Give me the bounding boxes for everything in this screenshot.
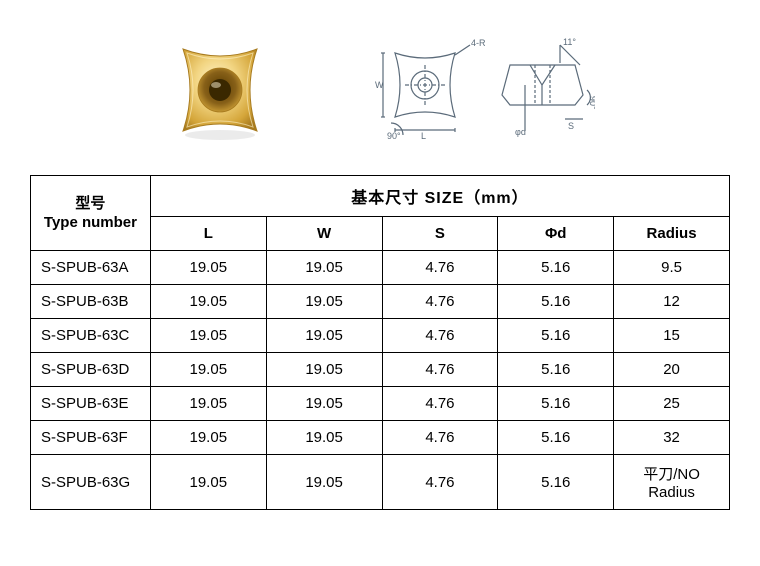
cell-d: 5.16	[498, 353, 614, 387]
cell-W: 19.05	[266, 353, 382, 387]
col-L: L	[150, 217, 266, 251]
drawing-icon: W L 90° 4-R 11° S φd 90°	[365, 35, 595, 145]
cell-R: 12	[614, 285, 730, 319]
cell-W: 19.05	[266, 285, 382, 319]
type-en: Type number	[35, 213, 146, 233]
cell-L: 19.05	[150, 285, 266, 319]
label-90-left: 90°	[387, 131, 401, 141]
table-row: S-SPUB-63G19.0519.054.765.16平刀/NO Radius	[31, 455, 730, 510]
table-row: S-SPUB-63A19.0519.054.765.169.5	[31, 251, 730, 285]
cell-L: 19.05	[150, 455, 266, 510]
cell-d: 5.16	[498, 455, 614, 510]
cell-W: 19.05	[266, 421, 382, 455]
col-R: Radius	[614, 217, 730, 251]
table-row: S-SPUB-63F19.0519.054.765.1632	[31, 421, 730, 455]
cell-L: 19.05	[150, 387, 266, 421]
table-row: S-SPUB-63B19.0519.054.765.1612	[31, 285, 730, 319]
cell-S: 4.76	[382, 421, 498, 455]
label-W: W	[375, 80, 384, 90]
cell-type: S-SPUB-63D	[31, 353, 151, 387]
cell-type: S-SPUB-63B	[31, 285, 151, 319]
cell-type: S-SPUB-63A	[31, 251, 151, 285]
cell-W: 19.05	[266, 251, 382, 285]
col-type-header: 型号 Type number	[31, 176, 151, 251]
cell-S: 4.76	[382, 387, 498, 421]
cell-R: 平刀/NO Radius	[614, 455, 730, 510]
images-row: W L 90° 4-R 11° S φd 90°	[0, 0, 760, 175]
table-row: S-SPUB-63E19.0519.054.765.1625	[31, 387, 730, 421]
insert-icon	[165, 35, 275, 145]
label-S: S	[568, 121, 574, 131]
cell-R: 15	[614, 319, 730, 353]
cell-S: 4.76	[382, 319, 498, 353]
cell-R: 32	[614, 421, 730, 455]
cell-L: 19.05	[150, 353, 266, 387]
cell-R: 9.5	[614, 251, 730, 285]
spec-table: 型号 Type number 基本尺寸 SIZE（mm） L W S Φd Ra…	[30, 175, 730, 510]
cell-S: 4.76	[382, 353, 498, 387]
col-S: S	[382, 217, 498, 251]
cell-S: 4.76	[382, 455, 498, 510]
product-photo	[165, 35, 275, 145]
cell-S: 4.76	[382, 251, 498, 285]
cell-R: 25	[614, 387, 730, 421]
label-11: 11°	[563, 37, 576, 47]
label-phid: φd	[515, 127, 526, 137]
table-body: S-SPUB-63A19.0519.054.765.169.5S-SPUB-63…	[31, 251, 730, 510]
table-row: S-SPUB-63D19.0519.054.765.1620	[31, 353, 730, 387]
col-W: W	[266, 217, 382, 251]
table-row: S-SPUB-63C19.0519.054.765.1615	[31, 319, 730, 353]
cell-type: S-SPUB-63G	[31, 455, 151, 510]
cell-d: 5.16	[498, 387, 614, 421]
cell-L: 19.05	[150, 421, 266, 455]
cell-d: 5.16	[498, 421, 614, 455]
cell-type: S-SPUB-63F	[31, 421, 151, 455]
cell-S: 4.76	[382, 285, 498, 319]
label-L: L	[421, 131, 426, 141]
cell-type: S-SPUB-63C	[31, 319, 151, 353]
cell-d: 5.16	[498, 251, 614, 285]
cell-L: 19.05	[150, 319, 266, 353]
size-header: 基本尺寸 SIZE（mm）	[150, 176, 729, 217]
cell-L: 19.05	[150, 251, 266, 285]
technical-drawing: W L 90° 4-R 11° S φd 90°	[365, 35, 595, 145]
label-90-right: 90°	[588, 96, 595, 110]
cell-W: 19.05	[266, 387, 382, 421]
cell-d: 5.16	[498, 319, 614, 353]
cell-type: S-SPUB-63E	[31, 387, 151, 421]
cell-W: 19.05	[266, 455, 382, 510]
col-d: Φd	[498, 217, 614, 251]
cell-d: 5.16	[498, 285, 614, 319]
label-4R: 4-R	[471, 38, 486, 48]
type-cn: 型号	[35, 194, 146, 214]
cell-R: 20	[614, 353, 730, 387]
cell-W: 19.05	[266, 319, 382, 353]
